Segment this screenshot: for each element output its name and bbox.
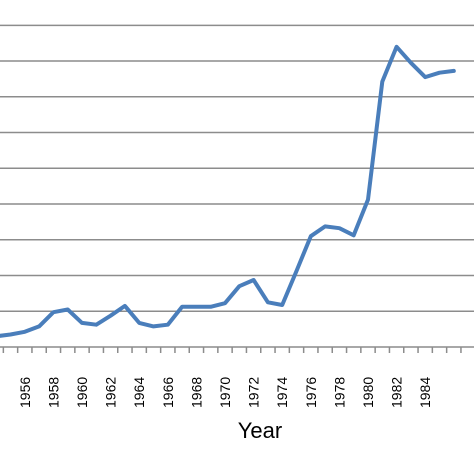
x-tick-label: 1962 xyxy=(103,377,119,408)
x-tick-label: 1984 xyxy=(417,377,433,408)
x-axis xyxy=(2,347,462,353)
x-tick-label: 1974 xyxy=(274,377,290,408)
x-axis-title: Year xyxy=(238,418,282,443)
x-tick-label: 1970 xyxy=(217,377,233,408)
x-tick-label: 1964 xyxy=(131,377,147,408)
x-tick-label: 1958 xyxy=(45,377,61,408)
gridlines xyxy=(0,24,474,348)
x-tick-label: 1976 xyxy=(303,377,319,408)
x-tick-labels: 1956 1958 1960 1962 1964 1966 1968 1970 1972 1974… xyxy=(17,377,433,408)
x-tick-label: 1978 xyxy=(331,377,347,408)
x-tick-label: 1968 xyxy=(188,377,204,408)
x-tick-label: 1956 xyxy=(17,377,33,408)
x-tick-label: 1966 xyxy=(160,377,176,408)
x-tick-label: 1980 xyxy=(360,377,376,408)
x-tick-label: 1982 xyxy=(389,377,405,408)
series-line xyxy=(0,44,456,338)
series-layer xyxy=(0,44,456,338)
x-tick-label: 1960 xyxy=(74,377,90,408)
x-tick-label: 1972 xyxy=(246,377,262,408)
